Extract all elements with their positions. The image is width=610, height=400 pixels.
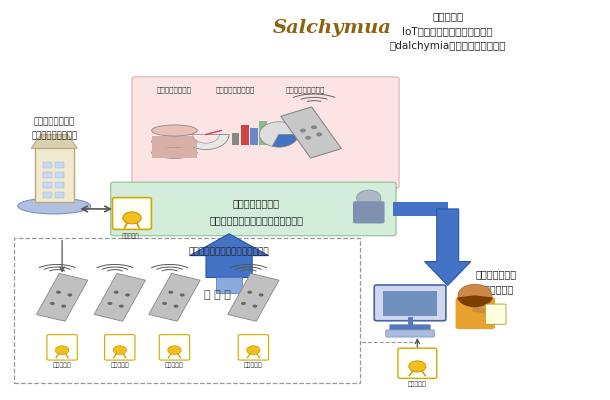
Wedge shape xyxy=(259,122,298,146)
Circle shape xyxy=(61,304,66,308)
Circle shape xyxy=(56,291,61,294)
FancyBboxPatch shape xyxy=(132,77,399,188)
Wedge shape xyxy=(193,134,220,143)
Bar xyxy=(216,278,242,293)
Bar xyxy=(152,147,197,158)
Circle shape xyxy=(113,346,126,354)
Circle shape xyxy=(305,136,311,140)
Polygon shape xyxy=(94,273,145,321)
Polygon shape xyxy=(228,273,279,321)
Circle shape xyxy=(357,190,381,206)
FancyBboxPatch shape xyxy=(456,297,495,329)
Text: 電子証明書による: 電子証明書による xyxy=(233,198,280,208)
Text: 暗号化システム、個人認証システム: 暗号化システム、個人認証システム xyxy=(209,215,303,225)
Text: 見える化による: 見える化による xyxy=(476,270,517,280)
Polygon shape xyxy=(281,107,342,158)
Bar xyxy=(250,128,257,145)
Wedge shape xyxy=(457,295,493,307)
Text: ・ ・ ・: ・ ・ ・ xyxy=(204,290,231,300)
Polygon shape xyxy=(37,273,88,321)
FancyBboxPatch shape xyxy=(398,348,437,378)
Bar xyxy=(43,172,52,178)
Circle shape xyxy=(246,346,260,354)
FancyBboxPatch shape xyxy=(35,148,74,202)
Bar xyxy=(232,133,239,145)
FancyBboxPatch shape xyxy=(110,182,396,236)
Circle shape xyxy=(241,302,246,305)
Circle shape xyxy=(56,346,69,354)
Circle shape xyxy=(253,304,257,308)
Text: 避難経路分析: 避難経路分析 xyxy=(479,284,514,294)
Bar xyxy=(43,162,52,168)
Circle shape xyxy=(316,132,322,136)
Circle shape xyxy=(458,284,492,306)
Circle shape xyxy=(68,293,73,296)
Text: データ監視・可視化: データ監視・可視化 xyxy=(215,86,255,93)
Wedge shape xyxy=(183,134,229,150)
Text: 電子証明書: 電子証明書 xyxy=(244,363,263,368)
FancyBboxPatch shape xyxy=(239,335,268,360)
Text: 電子証明書: 電子証明書 xyxy=(165,363,184,368)
Circle shape xyxy=(300,128,306,132)
Circle shape xyxy=(107,302,112,305)
FancyBboxPatch shape xyxy=(389,324,431,331)
Text: デバイス管理・制御: デバイス管理・制御 xyxy=(285,86,325,93)
Polygon shape xyxy=(149,273,200,321)
Text: ユビキタス: ユビキタス xyxy=(432,11,464,21)
Ellipse shape xyxy=(18,198,91,214)
FancyBboxPatch shape xyxy=(105,335,135,360)
Bar xyxy=(13,238,360,383)
Text: Salchymua: Salchymua xyxy=(273,19,392,37)
Circle shape xyxy=(168,291,173,294)
FancyBboxPatch shape xyxy=(353,201,384,224)
Circle shape xyxy=(259,293,264,296)
Bar xyxy=(393,202,448,216)
Text: IoTクラウドプラットフォーム: IoTクラウドプラットフォーム xyxy=(403,26,493,36)
Ellipse shape xyxy=(152,125,197,136)
Bar xyxy=(56,192,64,198)
Bar xyxy=(43,192,52,198)
Text: データ収集・蓄積: データ収集・蓄積 xyxy=(157,86,192,93)
Polygon shape xyxy=(31,134,77,148)
Polygon shape xyxy=(190,234,268,278)
Circle shape xyxy=(168,346,181,354)
Bar xyxy=(43,182,52,188)
Text: 電子認証局（国内）: 電子認証局（国内） xyxy=(31,132,77,141)
FancyBboxPatch shape xyxy=(159,335,190,360)
Text: 電子証明書: 電子証明書 xyxy=(110,363,129,368)
Circle shape xyxy=(162,302,167,305)
Ellipse shape xyxy=(152,136,197,147)
Circle shape xyxy=(311,125,317,129)
Text: 電子証明書: 電子証明書 xyxy=(52,363,71,368)
Bar xyxy=(152,136,197,147)
Bar xyxy=(383,291,437,316)
Text: 個人情報＋（緯度、経度、時刻）: 個人情報＋（緯度、経度、時刻） xyxy=(188,248,270,256)
Circle shape xyxy=(113,291,118,294)
Circle shape xyxy=(123,212,141,224)
Bar xyxy=(56,162,64,168)
FancyBboxPatch shape xyxy=(486,304,506,324)
Circle shape xyxy=(125,293,130,296)
FancyBboxPatch shape xyxy=(386,330,434,337)
Polygon shape xyxy=(425,209,471,286)
FancyBboxPatch shape xyxy=(112,198,151,229)
FancyBboxPatch shape xyxy=(47,335,77,360)
Bar xyxy=(56,182,64,188)
Wedge shape xyxy=(272,134,298,147)
Bar xyxy=(56,172,64,178)
Text: 電子証明書: 電子証明書 xyxy=(408,382,427,387)
Circle shape xyxy=(409,361,426,372)
Circle shape xyxy=(50,302,55,305)
Text: 「dalchymia（ダルキュミア）」: 「dalchymia（ダルキュミア）」 xyxy=(389,41,506,51)
Circle shape xyxy=(174,304,179,308)
Ellipse shape xyxy=(152,147,197,158)
Circle shape xyxy=(119,304,124,308)
Circle shape xyxy=(180,293,185,296)
FancyBboxPatch shape xyxy=(374,285,446,321)
Bar xyxy=(259,120,267,145)
Bar xyxy=(241,125,248,145)
Text: 電子証明書: 電子証明書 xyxy=(122,233,140,238)
Circle shape xyxy=(247,291,252,294)
Text: サイバートラスト: サイバートラスト xyxy=(34,118,74,126)
